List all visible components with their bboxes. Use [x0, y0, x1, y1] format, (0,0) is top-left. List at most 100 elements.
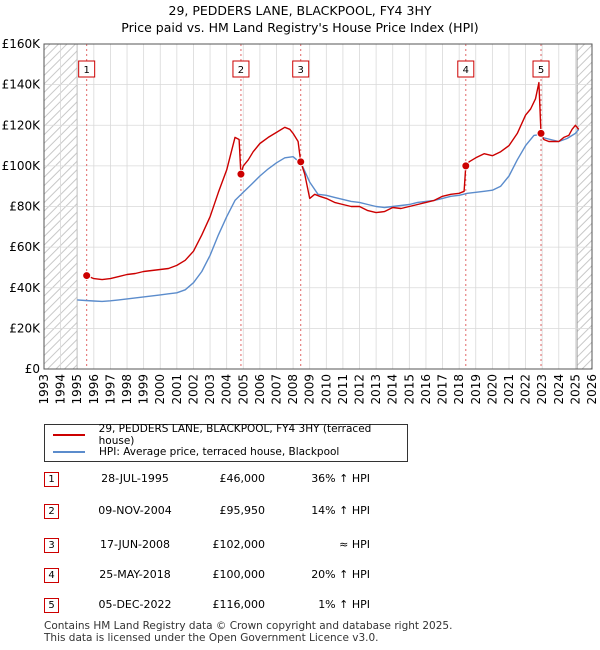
x-tick-label: 2020	[485, 374, 499, 405]
chart-legend: 29, PEDDERS LANE, BLACKPOOL, FY4 3HY (te…	[44, 423, 408, 462]
legend-swatch-property	[53, 434, 85, 436]
x-tick-label: 2024	[552, 374, 566, 405]
sale-number-badge: 1	[44, 472, 59, 487]
x-tick-label: 2017	[436, 374, 450, 405]
sale-number-badge: 3	[44, 538, 59, 553]
sale-number-badge: 4	[44, 568, 59, 583]
sale-point	[296, 157, 306, 167]
price-chart: 1 2 3 4 5 £0 £20K £40K £60K £80K £100K £120K £140K £…	[2, 37, 599, 405]
x-tick-label: 2004	[220, 374, 234, 405]
legend-label-property: 29, PEDDERS LANE, BLACKPOOL, FY4 3HY (te…	[98, 423, 372, 447]
y-tick-label: £160K	[2, 37, 42, 51]
x-tick-label: 2014	[386, 374, 400, 405]
footer-license: This data is licensed under the Open Gov…	[44, 632, 379, 644]
sale-point	[236, 169, 246, 179]
property-price-line	[86, 81, 580, 281]
sale-number-label: 1	[83, 65, 89, 76]
x-tick-label: 2021	[502, 374, 516, 405]
sale-hpi-comparison: ≈ HPI	[339, 538, 370, 551]
sale-date: 17-JUN-2008	[99, 538, 171, 551]
sale-number-box	[78, 60, 96, 78]
title-address: 29, PEDDERS LANE, BLACKPOOL, FY4 3HY	[168, 3, 432, 18]
x-tick-label: 2026	[585, 374, 599, 405]
sale-number-label: 3	[298, 65, 304, 76]
y-tick-label: £100K	[2, 159, 42, 173]
legend-swatch-hpi	[53, 451, 85, 453]
legend-item-hpi: HPI: Average price, terraced house, Blac…	[53, 444, 339, 460]
y-tick-label: £20K	[9, 321, 41, 335]
x-tick-label: 2006	[253, 374, 267, 405]
sale-number-box	[292, 60, 310, 78]
sale-number-badge: 5	[44, 598, 59, 613]
table-row: 2 09-NOV-2004 £95,950 14% ↑ HPI	[0, 502, 600, 524]
footer-notice: Contains HM Land Registry data © Crown c…	[44, 620, 452, 644]
sale-date: 05-DEC-2022	[98, 598, 172, 611]
y-tick-label: £80K	[9, 200, 41, 214]
x-tick-label: 2013	[369, 374, 383, 405]
sale-hpi-comparison: 1% ↑ HPI	[318, 598, 370, 611]
x-tick-label: 1996	[87, 374, 101, 405]
x-tick-label: 2025	[568, 374, 582, 405]
x-tick-label: 2011	[336, 374, 350, 405]
x-tick-label: 1994	[54, 374, 68, 405]
sale-point	[461, 161, 471, 171]
x-tick-label: 1993	[37, 374, 51, 405]
plot-frame	[43, 43, 593, 370]
x-tick-label: 2023	[535, 374, 549, 405]
sale-hpi-comparison: 20% ↑ HPI	[311, 568, 370, 581]
sale-price: £116,000	[212, 598, 266, 611]
sale-number-badge: 2	[44, 504, 59, 519]
table-row: 4 25-MAY-2018 £100,000 20% ↑ HPI	[0, 566, 600, 588]
sale-price: £95,950	[219, 504, 266, 517]
x-tick-label: 1999	[137, 374, 151, 405]
x-tick-label: 2009	[303, 374, 317, 405]
sale-date: 28-JUL-1995	[101, 472, 169, 485]
x-tick-label: 2005	[236, 374, 250, 405]
table-row: 3 17-JUN-2008 £102,000 ≈ HPI	[0, 536, 600, 558]
x-tick-label: 1995	[70, 374, 84, 405]
sale-hpi-comparison: 14% ↑ HPI	[311, 504, 370, 517]
y-tick-label: £140K	[2, 78, 42, 92]
x-tick-label: 2010	[319, 374, 333, 405]
y-tick-label: £120K	[2, 118, 42, 132]
x-tick-label: 2001	[170, 374, 184, 405]
y-tick-label: £40K	[9, 281, 41, 295]
x-tick-label: 2015	[402, 374, 416, 405]
title-subtitle: Price paid vs. HM Land Registry's House …	[121, 20, 479, 35]
x-tick-label: 1998	[120, 374, 134, 405]
x-tick-label: 2016	[419, 374, 433, 405]
x-tick-label: 2000	[153, 374, 167, 405]
table-row: 5 05-DEC-2022 £116,000 1% ↑ HPI	[0, 596, 600, 618]
sale-date: 25-MAY-2018	[99, 568, 171, 581]
y-tick-label: £0	[25, 362, 40, 376]
x-tick-label: 2003	[203, 374, 217, 405]
sale-price: £102,000	[212, 538, 266, 551]
sale-number-label: 2	[238, 65, 244, 76]
sale-number-label: 4	[463, 65, 469, 76]
hpi-line	[77, 128, 580, 303]
sale-price: £46,000	[219, 472, 266, 485]
sale-number-box	[232, 60, 250, 78]
sale-date: 09-NOV-2004	[98, 504, 172, 517]
sale-number-box	[457, 60, 475, 78]
footer-copyright: Contains HM Land Registry data © Crown c…	[44, 620, 453, 632]
legend-label-hpi: HPI: Average price, terraced house, Blac…	[99, 446, 340, 458]
x-tick-label: 2002	[186, 374, 200, 405]
x-tick-label: 2012	[353, 374, 367, 405]
x-tick-label: 2007	[269, 374, 283, 405]
x-tick-label: 2019	[469, 374, 483, 405]
table-row: 1 28-JUL-1995 £46,000 36% ↑ HPI	[0, 470, 600, 492]
y-tick-label: £60K	[9, 240, 41, 254]
x-tick-label: 2008	[286, 374, 300, 405]
sale-point	[536, 128, 546, 138]
sale-price: £100,000	[212, 568, 266, 581]
x-tick-label: 2022	[519, 374, 533, 405]
x-tick-label: 1997	[103, 374, 117, 405]
sale-number-box	[532, 60, 550, 78]
sale-hpi-comparison: 36% ↑ HPI	[311, 472, 370, 485]
sale-number-label: 5	[538, 65, 544, 76]
legend-item-property: 29, PEDDERS LANE, BLACKPOOL, FY4 3HY (te…	[53, 423, 407, 447]
chart-title: 29, PEDDERS LANE, BLACKPOOL, FY4 3HY Pri…	[0, 2, 600, 36]
sale-point	[82, 271, 92, 281]
x-tick-label: 2018	[452, 374, 466, 405]
